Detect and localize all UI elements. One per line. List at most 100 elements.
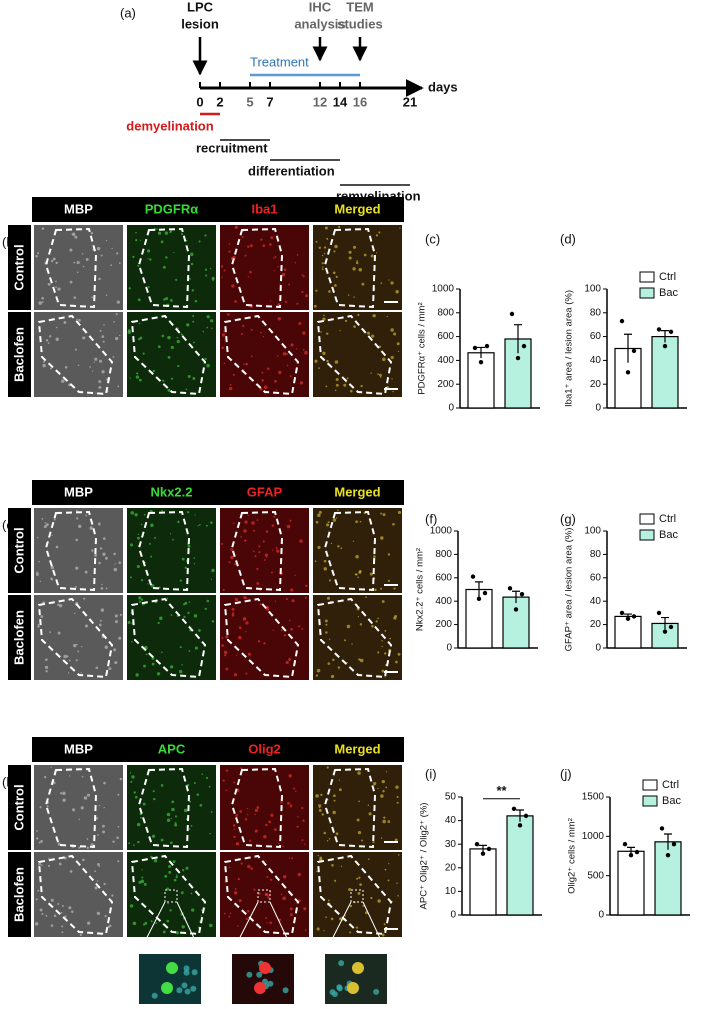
texture (380, 794, 384, 798)
zoom-line (324, 901, 352, 954)
texture (288, 283, 291, 286)
texture (71, 232, 76, 237)
texture (113, 648, 117, 652)
texture (34, 922, 39, 926)
texture (165, 297, 169, 300)
texture (294, 574, 296, 577)
texture (335, 275, 338, 278)
data-point (470, 574, 476, 579)
data-point (484, 343, 490, 349)
texture (199, 803, 203, 807)
texture (360, 384, 363, 388)
texture (317, 854, 320, 857)
row-label: Baclofen (11, 867, 26, 922)
lesion-outline (323, 767, 377, 849)
texture (238, 635, 242, 640)
texture (211, 620, 215, 623)
texture (37, 625, 40, 628)
texture (205, 524, 208, 527)
texture (156, 672, 161, 676)
texture (387, 820, 391, 823)
micrograph (127, 508, 216, 593)
texture (385, 786, 388, 789)
texture (274, 379, 277, 383)
texture (355, 261, 359, 265)
texture (249, 839, 252, 842)
texture (335, 378, 339, 382)
axis-unit: days (428, 79, 458, 94)
texture (169, 231, 172, 234)
lesion-outline (130, 314, 207, 396)
texture (185, 866, 189, 870)
legend-label: Bac (662, 795, 681, 807)
y-axis-label: Nkx2.2⁺ cells / mm² (415, 548, 426, 631)
texture (78, 818, 80, 821)
texture (198, 240, 201, 243)
texture (50, 565, 54, 570)
texture (302, 819, 305, 822)
texture (302, 331, 306, 335)
data-point (474, 842, 480, 847)
legend-label: Ctrl (659, 513, 676, 525)
texture (181, 869, 185, 872)
texture (358, 570, 362, 574)
texture (384, 652, 387, 655)
y-tick-label: 400 (437, 355, 454, 366)
texture (204, 234, 207, 237)
event-label: LPC (187, 0, 214, 14)
texture (175, 874, 178, 877)
texture (64, 915, 67, 918)
y-tick-label: 0 (595, 643, 601, 654)
texture (141, 869, 143, 871)
texture (93, 361, 96, 363)
texture (328, 838, 331, 840)
texture (177, 520, 180, 524)
texture (86, 846, 89, 850)
y-tick-label: 40 (445, 815, 457, 826)
texture (301, 839, 304, 842)
texture (37, 252, 40, 255)
texture (259, 387, 263, 391)
texture (94, 357, 98, 361)
cell (336, 985, 343, 992)
texture (232, 373, 235, 376)
texture (330, 917, 334, 921)
texture (397, 854, 400, 856)
texture (117, 860, 120, 863)
lesion-outline (44, 767, 98, 849)
texture (193, 614, 198, 618)
texture (175, 278, 178, 281)
texture (173, 878, 177, 882)
texture (330, 542, 333, 545)
texture (388, 863, 390, 865)
data-point (486, 846, 492, 852)
texture (245, 631, 247, 633)
texture (169, 909, 172, 912)
texture (68, 775, 71, 777)
texture (75, 566, 79, 570)
texture (211, 327, 213, 330)
panel-label: (g) (560, 511, 576, 526)
texture (37, 623, 40, 626)
texture (152, 369, 156, 373)
texture (378, 231, 381, 234)
texture (140, 578, 144, 582)
texture (41, 912, 44, 916)
panel-label: (c) (425, 231, 440, 246)
texture (167, 388, 171, 392)
lesion-outline (223, 314, 300, 396)
texture (356, 818, 360, 822)
texture (384, 676, 386, 678)
texture (143, 513, 146, 516)
texture (254, 555, 257, 558)
texture (264, 893, 268, 897)
texture (399, 227, 401, 229)
texture (380, 837, 383, 839)
lesion-outline (130, 854, 207, 936)
texture (103, 324, 105, 326)
texture (304, 929, 307, 931)
texture (357, 576, 359, 579)
legend-swatch (639, 529, 655, 541)
texture (328, 290, 331, 293)
